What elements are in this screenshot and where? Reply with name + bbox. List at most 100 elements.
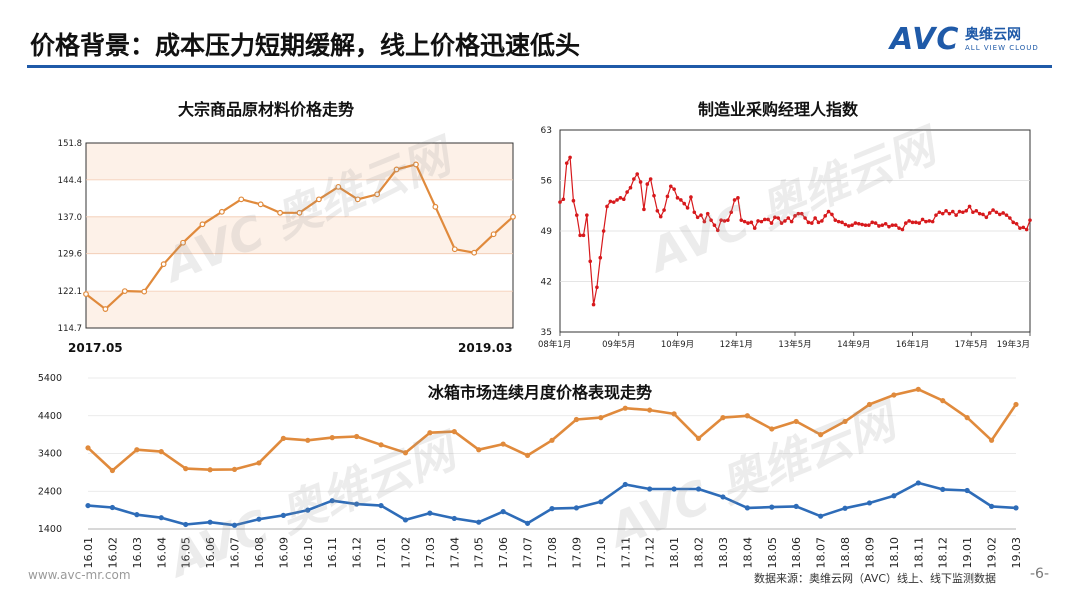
data-point (712, 223, 717, 228)
data-point (665, 194, 670, 199)
y-tick-label: 151.8 (58, 139, 82, 149)
data-point (585, 213, 589, 217)
x-tick-label: 17.08 (546, 537, 559, 569)
data-point (180, 239, 186, 246)
data-point (744, 505, 750, 511)
data-point (451, 515, 457, 522)
y-tick-label: 144.4 (58, 176, 82, 186)
x-tick-label: 19.01 (961, 537, 974, 569)
data-point (789, 219, 794, 224)
data-point (988, 503, 995, 509)
data-point (783, 219, 787, 223)
data-point (900, 227, 905, 232)
x-start-label: 2017.05 (68, 341, 123, 355)
x-tick-label: 13年5月 (778, 339, 811, 350)
x-tick-label: 16.10 (302, 537, 315, 569)
data-point (769, 426, 775, 432)
data-point (961, 210, 965, 215)
page-number: -6- (1030, 566, 1050, 582)
data-point (773, 215, 777, 220)
data-point (762, 217, 767, 222)
data-point (809, 221, 814, 225)
data-point (766, 217, 770, 222)
footer-url[interactable]: www.avc-mr.com (28, 568, 131, 582)
y-tick-label: 63 (541, 126, 552, 136)
data-point (722, 219, 727, 223)
data-point (1014, 221, 1019, 226)
data-point (891, 392, 897, 398)
data-point (549, 437, 555, 443)
data-point (329, 435, 335, 441)
x-tick-label: 16.12 (351, 537, 364, 569)
data-point (692, 210, 697, 215)
data-point (749, 220, 754, 225)
x-tick-label: 16.08 (253, 537, 266, 569)
data-point (378, 502, 384, 509)
data-point (850, 223, 854, 228)
data-point (803, 216, 807, 220)
data-point (891, 493, 897, 499)
data-point (877, 224, 881, 228)
x-tick-label: 08年1月 (538, 339, 571, 350)
chart-title-commodity: 大宗商品原材料价格走势 (178, 100, 355, 119)
data-point (880, 223, 885, 228)
data-point (695, 215, 700, 220)
y-tick-label: 1400 (38, 524, 62, 535)
data-point (618, 196, 623, 200)
data-point (866, 401, 873, 408)
data-point (354, 196, 361, 203)
x-tick-label: 18.03 (717, 537, 730, 569)
x-tick-label: 16.03 (131, 537, 144, 569)
data-point (671, 486, 677, 492)
data-point (524, 520, 531, 526)
data-point (648, 177, 653, 181)
data-point (987, 211, 992, 215)
data-point (944, 209, 948, 213)
data-point (957, 209, 962, 214)
data-point (830, 212, 834, 217)
data-point (238, 196, 245, 203)
data-point (940, 211, 945, 216)
data-point (316, 196, 322, 203)
avc-logo: AVC 奥维云网 ALL VIEW CLOUD (890, 22, 1060, 62)
data-point (374, 191, 381, 198)
logo-cn: 奥维云网 (965, 27, 1021, 43)
data-point (280, 435, 286, 441)
data-point (823, 214, 828, 218)
data-point (726, 218, 730, 222)
data-point (689, 195, 693, 199)
x-tick-label: 18.12 (937, 537, 950, 569)
data-point (940, 486, 946, 492)
data-point (573, 505, 580, 511)
data-point (668, 184, 673, 189)
data-point (558, 200, 562, 204)
data-point (786, 216, 791, 220)
data-point (799, 211, 804, 216)
data-point (510, 213, 516, 220)
data-point (947, 211, 952, 216)
x-tick-label: 16.11 (326, 537, 339, 569)
data-point (981, 212, 985, 217)
plot-band (86, 143, 513, 180)
data-point (920, 217, 925, 222)
logo-brand: AVC (890, 22, 960, 57)
data-point (826, 209, 831, 214)
data-point (759, 219, 764, 224)
data-point (354, 501, 360, 507)
data-point (866, 500, 873, 506)
data-point (1021, 225, 1026, 230)
data-point (813, 216, 817, 220)
data-point (695, 435, 702, 441)
plot-band (86, 291, 513, 328)
data-point (971, 210, 975, 215)
data-point (160, 261, 167, 268)
data-point (257, 201, 264, 208)
data-point (915, 480, 921, 486)
data-point (645, 182, 650, 186)
data-point (598, 499, 604, 505)
data-point (806, 220, 811, 225)
data-point (675, 196, 680, 200)
x-tick-label: 18.09 (863, 537, 876, 569)
data-point (83, 291, 89, 297)
data-point (796, 211, 801, 216)
